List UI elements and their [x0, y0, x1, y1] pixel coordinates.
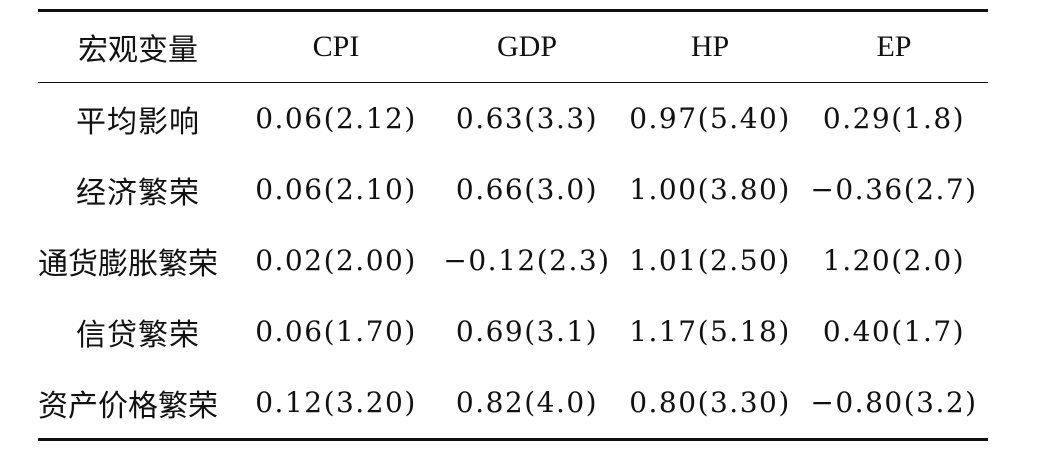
header-cell-ep: EP [876, 30, 912, 63]
row-label: 通货膨胀繁荣 [38, 246, 218, 282]
cell-ep: 0.29(1.8) [822, 102, 966, 135]
cell-cpi: 0.06(2.10) [255, 173, 417, 206]
row-label: 经济繁荣 [76, 175, 200, 211]
cell-hp: 0.97(5.40) [629, 102, 791, 135]
cell-ep: −0.36(2.7) [810, 173, 978, 206]
table-row: 信贷繁荣 0.06(1.70) 0.69(3.1) 1.17(5.18) 0.4… [38, 296, 988, 367]
data-table: 宏观变量 CPI GDP HP EP 平均影响 0.06(2.12) 0.63(… [38, 9, 988, 441]
cell-gdp: 0.69(3.1) [455, 315, 599, 348]
header-cell-hp: HP [690, 30, 730, 63]
cell-ep: −0.80(3.2) [810, 386, 978, 419]
table-row: 平均影响 0.06(2.12) 0.63(3.3) 0.97(5.40) 0.2… [38, 83, 988, 154]
cell-cpi: 0.06(1.70) [255, 315, 417, 348]
cell-cpi: 0.12(3.20) [255, 386, 417, 419]
cell-gdp: −0.12(2.3) [443, 244, 611, 277]
table-row: 资产价格繁荣 0.12(3.20) 0.82(4.0) 0.80(3.30) −… [38, 367, 988, 438]
cell-cpi: 0.02(2.00) [255, 244, 417, 277]
cell-ep: 0.40(1.7) [822, 315, 966, 348]
cell-hp: 0.80(3.30) [629, 386, 791, 419]
cell-gdp: 0.63(3.3) [455, 102, 599, 135]
cell-hp: 1.00(3.80) [629, 173, 791, 206]
cell-hp: 1.17(5.18) [629, 315, 791, 348]
row-label: 平均影响 [76, 104, 200, 140]
row-label: 信贷繁荣 [76, 317, 200, 353]
table-top-rule [38, 9, 988, 12]
cell-hp: 1.01(2.50) [629, 244, 791, 277]
cell-cpi: 0.06(2.12) [255, 102, 417, 135]
row-label: 资产价格繁荣 [38, 388, 218, 424]
cell-gdp: 0.82(4.0) [455, 386, 599, 419]
table-row: 通货膨胀繁荣 0.02(2.00) −0.12(2.3) 1.01(2.50) … [38, 225, 988, 296]
cell-gdp: 0.66(3.0) [455, 173, 599, 206]
header-cell-variable: 宏观变量 [78, 33, 198, 68]
table-bottom-rule [38, 438, 988, 441]
table-header-row: 宏观变量 CPI GDP HP EP [38, 12, 988, 82]
cell-ep: 1.20(2.0) [822, 244, 966, 277]
table-header-rule [38, 82, 988, 83]
table-row: 经济繁荣 0.06(2.10) 0.66(3.0) 1.00(3.80) −0.… [38, 154, 988, 225]
header-cell-gdp: GDP [496, 30, 557, 63]
header-cell-cpi: CPI [312, 30, 360, 63]
